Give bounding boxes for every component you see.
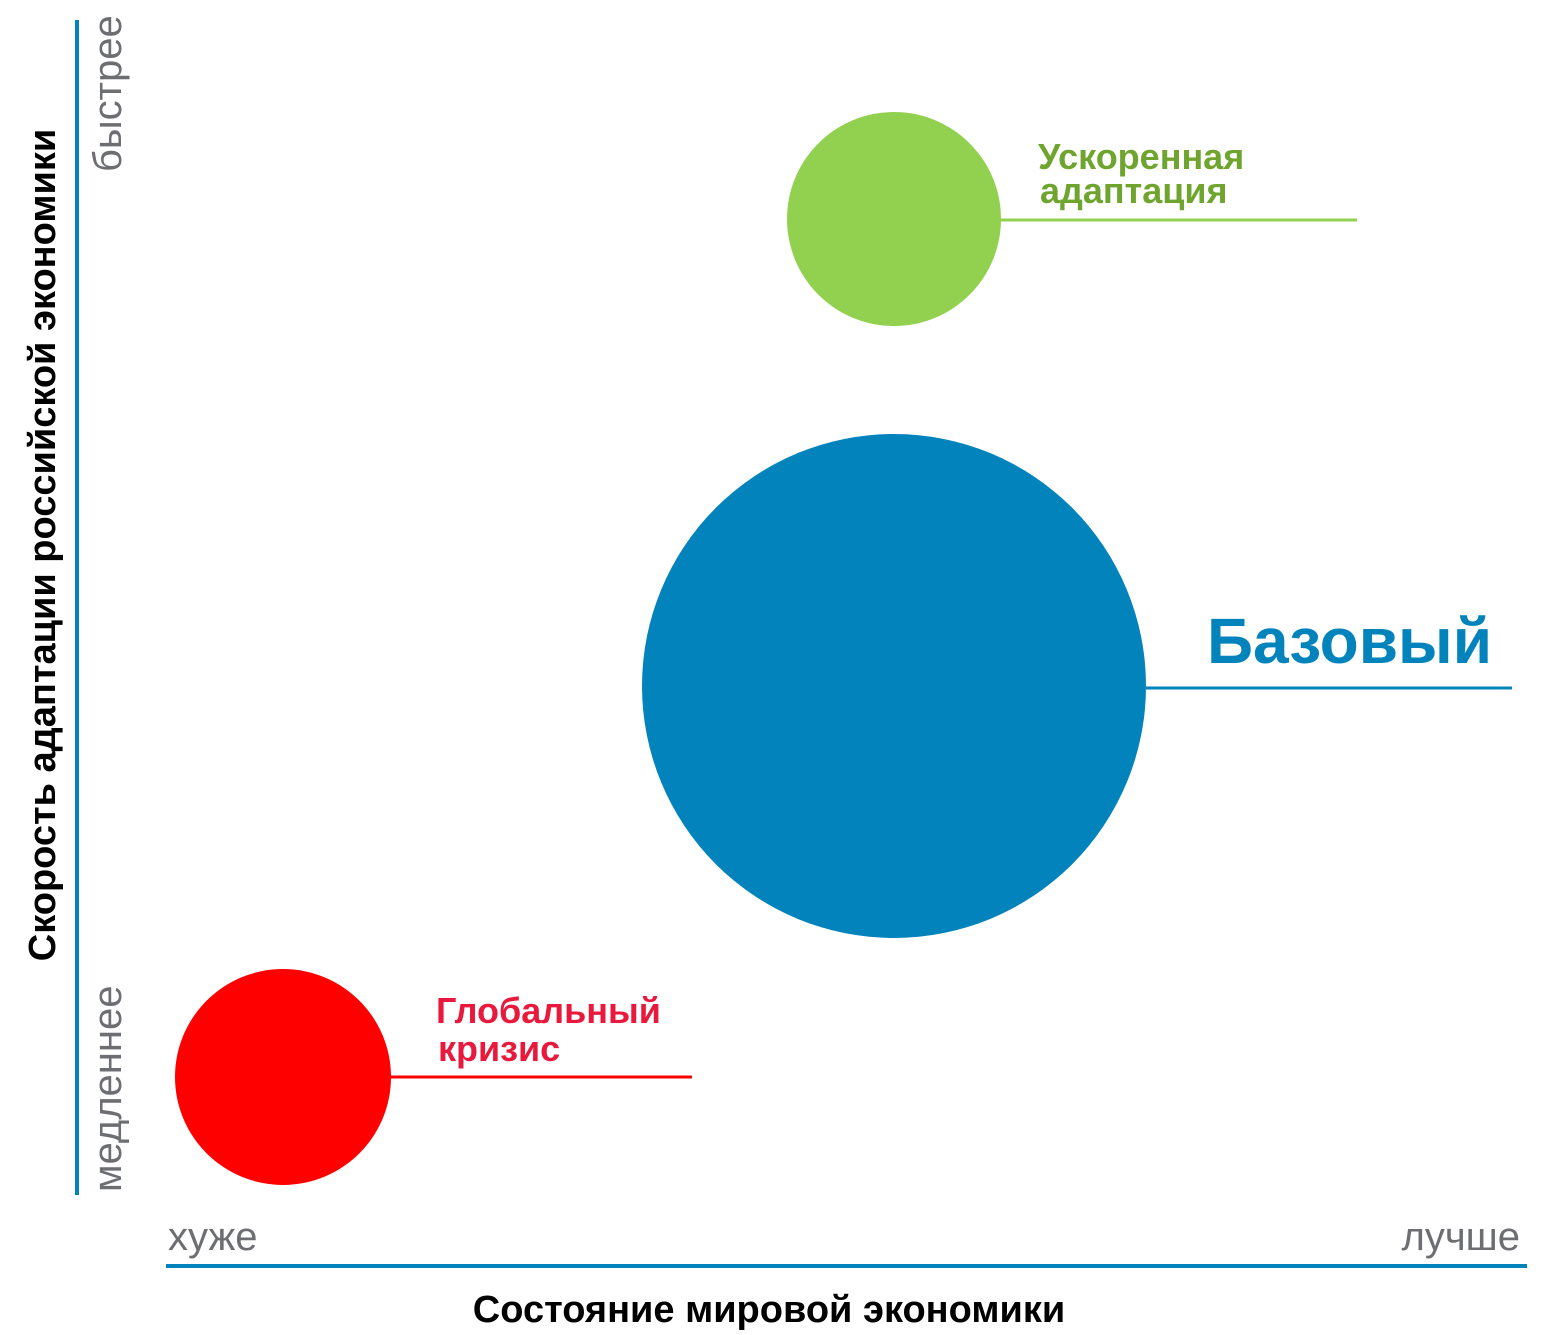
scenario-base: Базовый — [642, 434, 1512, 938]
scenario-crisis-label-line1: Глобальный — [436, 990, 661, 1031]
scenario-accelerated-bubble — [787, 112, 1001, 326]
scenario-crisis-bubble — [175, 969, 391, 1185]
y-axis-high-label: быстрее — [86, 15, 130, 172]
y-axis-low-label: медленнее — [86, 986, 130, 1192]
scenario-accelerated: Ускоренная адаптация — [787, 112, 1357, 326]
y-axis-title: Скорость адаптации российской экономики — [22, 129, 64, 961]
x-axis-low-label: хуже — [168, 1215, 257, 1259]
scenario-base-bubble — [642, 434, 1146, 938]
scenario-crisis: Глобальный кризис — [175, 969, 692, 1185]
scenario-base-label: Базовый — [1207, 605, 1492, 677]
x-axis-title: Состояние мировой экономики — [473, 1289, 1065, 1331]
scenario-accelerated-label-line2: адаптация — [1040, 170, 1228, 211]
scenario-accelerated-label-line1: Ускоренная — [1038, 136, 1244, 177]
scenario-crisis-label-line2: кризис — [438, 1028, 560, 1069]
x-axis-high-label: лучше — [1401, 1215, 1520, 1259]
